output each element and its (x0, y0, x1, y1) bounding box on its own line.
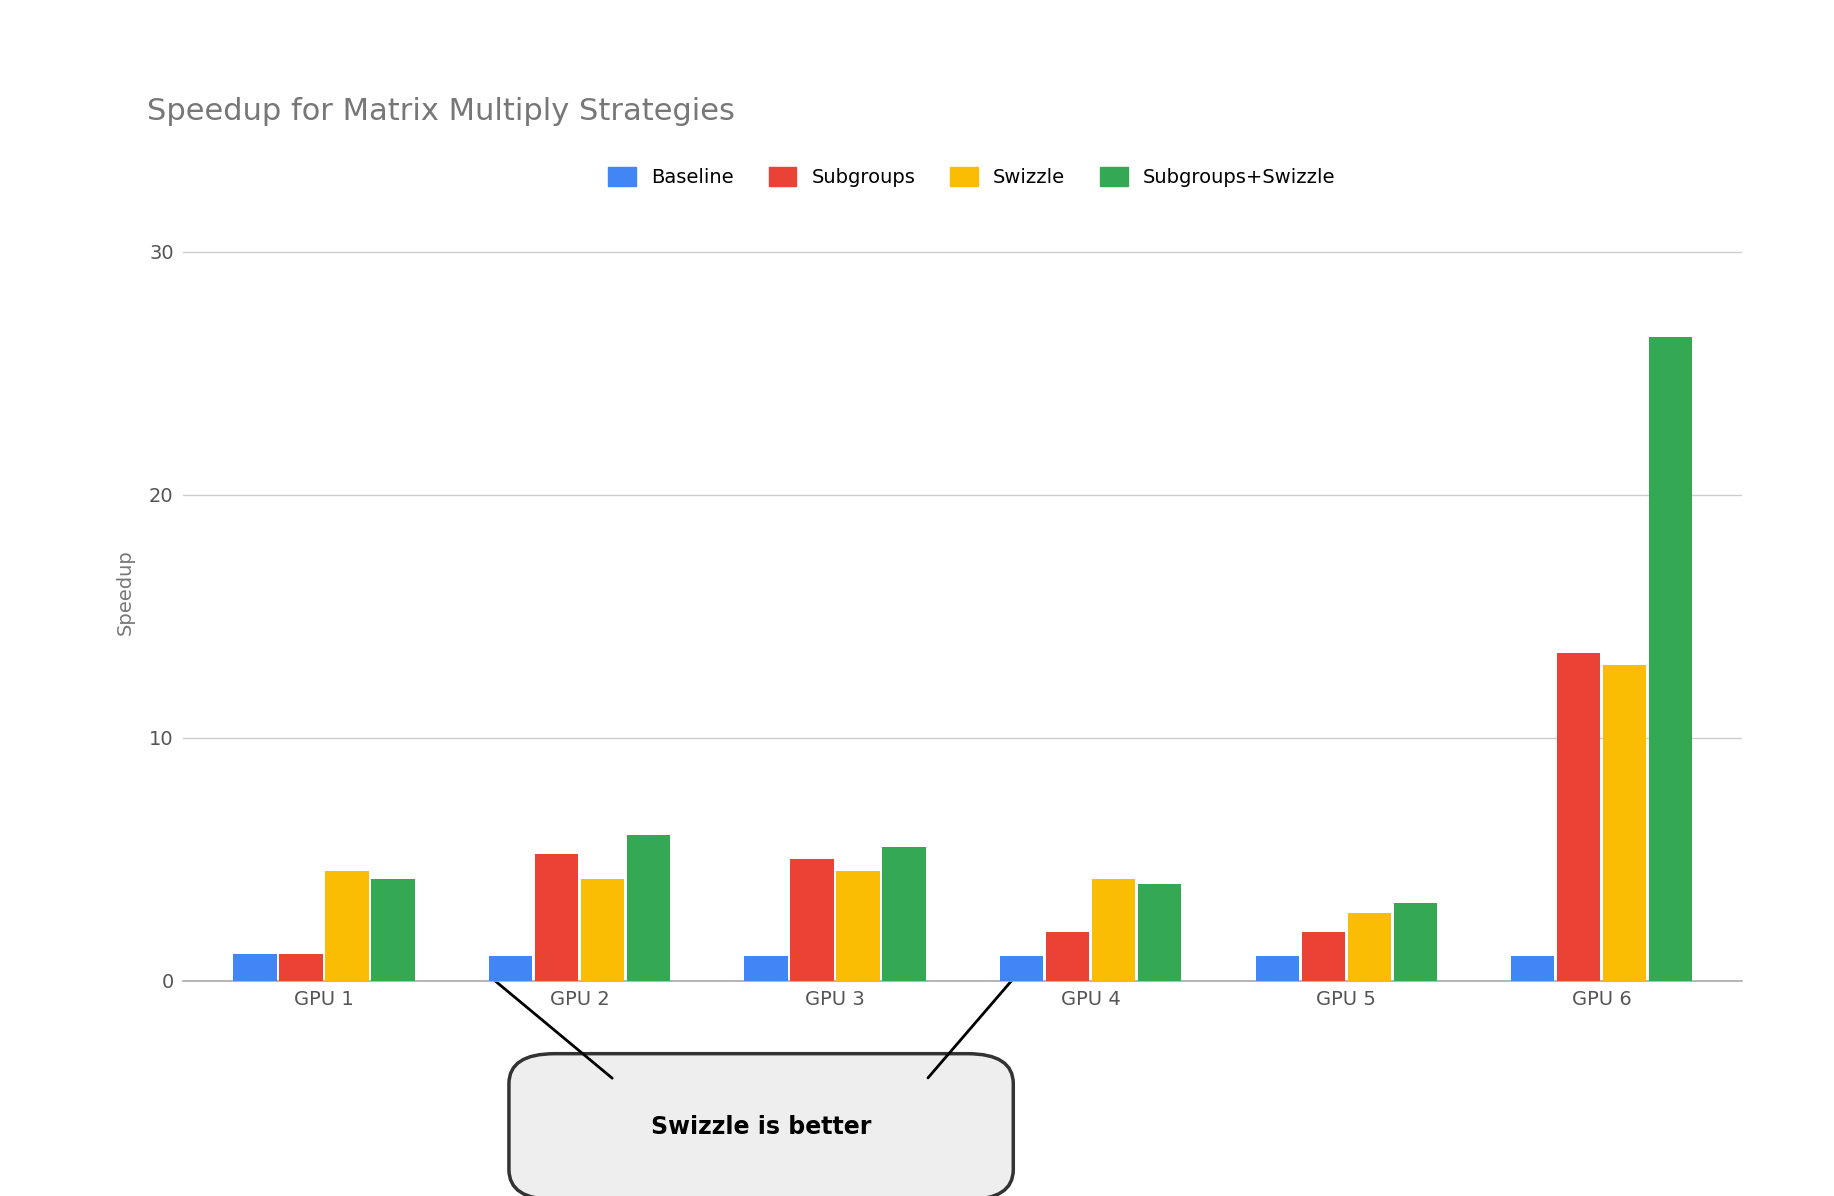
Bar (325, 872, 369, 981)
Bar (490, 957, 532, 981)
Text: Subgroups+Swizzle is better: Subgroups+Swizzle is better (1064, 281, 1449, 305)
Bar (1000, 957, 1044, 981)
Bar (882, 847, 926, 981)
Bar (370, 879, 414, 981)
Bar (1649, 337, 1693, 981)
Bar (1603, 665, 1647, 981)
Bar (581, 879, 624, 981)
Bar (745, 957, 787, 981)
Y-axis label: Speedup: Speedup (116, 549, 136, 635)
Bar (1045, 932, 1089, 981)
Bar (1302, 932, 1344, 981)
Bar (627, 835, 669, 981)
Bar (1394, 903, 1436, 981)
Bar (1139, 884, 1181, 981)
Bar (836, 872, 880, 981)
Bar (233, 954, 277, 981)
Bar (1557, 653, 1601, 981)
FancyBboxPatch shape (508, 1054, 1012, 1196)
Bar (1348, 913, 1390, 981)
Bar (1091, 879, 1135, 981)
Bar (1256, 957, 1298, 981)
Bar (536, 854, 578, 981)
Text: Speedup for Matrix Multiply Strategies: Speedup for Matrix Multiply Strategies (147, 97, 735, 126)
Text: Swizzle is better: Swizzle is better (651, 1115, 871, 1139)
FancyBboxPatch shape (968, 216, 1544, 370)
Bar (279, 954, 323, 981)
Bar (1511, 957, 1555, 981)
Legend: Baseline, Subgroups, Swizzle, Subgroups+Swizzle: Baseline, Subgroups, Swizzle, Subgroups+… (600, 159, 1344, 195)
Bar (790, 859, 834, 981)
